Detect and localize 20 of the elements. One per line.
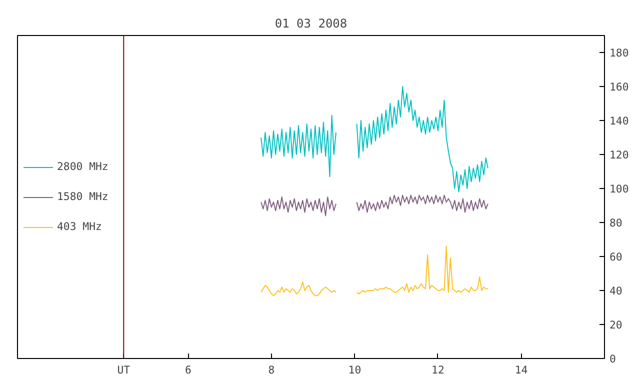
y-tick-label: 40 — [610, 284, 622, 298]
legend-label: 403 MHz — [57, 220, 102, 233]
x-tick-label: UT — [117, 364, 131, 376]
x-tick-label: 10 — [348, 364, 362, 376]
x-tick-label: 6 — [184, 364, 192, 376]
y-tick-label: 180 — [610, 46, 629, 60]
y-tick-label: 60 — [610, 250, 622, 264]
x-tick-label: 14 — [514, 364, 528, 376]
x-tick-label: 8 — [268, 364, 275, 376]
y-tick-label: 20 — [610, 318, 622, 332]
y-tick-label: 160 — [610, 80, 629, 94]
y-tick-label: 80 — [610, 216, 622, 230]
legend-label: 1580 MHz — [57, 190, 108, 203]
x-tick-label: 12 — [432, 364, 444, 376]
y-tick-label: 0 — [610, 352, 616, 366]
y-tick-label: 140 — [610, 114, 629, 128]
legend-label: 2800 MHz — [57, 160, 108, 173]
y-tick-label: 120 — [610, 148, 629, 162]
chart-title: 01 03 2008 — [274, 16, 348, 30]
y-tick-label: 100 — [610, 182, 629, 196]
